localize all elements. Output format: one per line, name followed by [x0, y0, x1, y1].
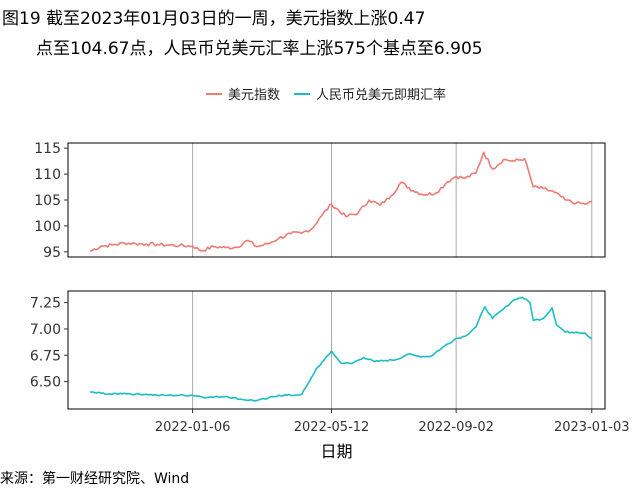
panel-frame-cny-rate	[67, 290, 606, 410]
y-tick-label-cny-rate-1: 6.75	[30, 348, 61, 364]
y-tick-label-cny-rate-0: 6.50	[30, 375, 61, 391]
x-tick-label-0: 2022-01-06	[155, 420, 231, 435]
chart-canvas: 95 100 105 110 115 6.50 6.75 7.00 7.25 2022-01-06…	[30, 141, 630, 461]
series-line-usd-index	[89, 151, 592, 253]
x-tick-label-1: 2022-05-12	[294, 420, 370, 435]
legend-item-cny-rate: 人民币兑美元即期汇率	[294, 84, 446, 103]
y-tick-label-usd-index-0: 95	[43, 245, 61, 261]
legend: 美元指数 人民币兑美元即期汇率	[206, 84, 460, 103]
legend-label-cny-rate: 人民币兑美元即期汇率	[316, 88, 447, 103]
chart-title-line-2: 点至104.67点，人民币兑美元汇率上涨575个基点至6.905	[36, 39, 483, 59]
x-tick-label-3: 2023-01-03	[554, 420, 630, 435]
source-note: 来源：第一财经研究院、Wind	[0, 471, 190, 487]
x-tick-label-2: 2022-09-02	[418, 420, 494, 435]
x-axis-label: 日期	[320, 442, 352, 461]
y-tick-label-usd-index-1: 100	[34, 219, 61, 235]
y-tick-label-usd-index-4: 115	[34, 141, 61, 157]
y-tick-label-cny-rate-3: 7.25	[30, 296, 61, 312]
legend-swatch-cny-rate	[294, 92, 311, 95]
chart-title-line-1: 图19 截至2023年01月03日的一周，美元指数上涨0.47	[2, 9, 426, 29]
y-tick-label-usd-index-2: 105	[34, 193, 61, 209]
legend-swatch-usd-index	[206, 92, 222, 95]
legend-label-usd-index: 美元指数	[228, 88, 281, 103]
y-tick-label-usd-index-3: 110	[34, 167, 61, 183]
y-tick-label-cny-rate-2: 7.00	[30, 322, 61, 338]
series-line-cny-rate	[90, 296, 593, 402]
legend-item-usd-index: 美元指数	[206, 84, 280, 103]
